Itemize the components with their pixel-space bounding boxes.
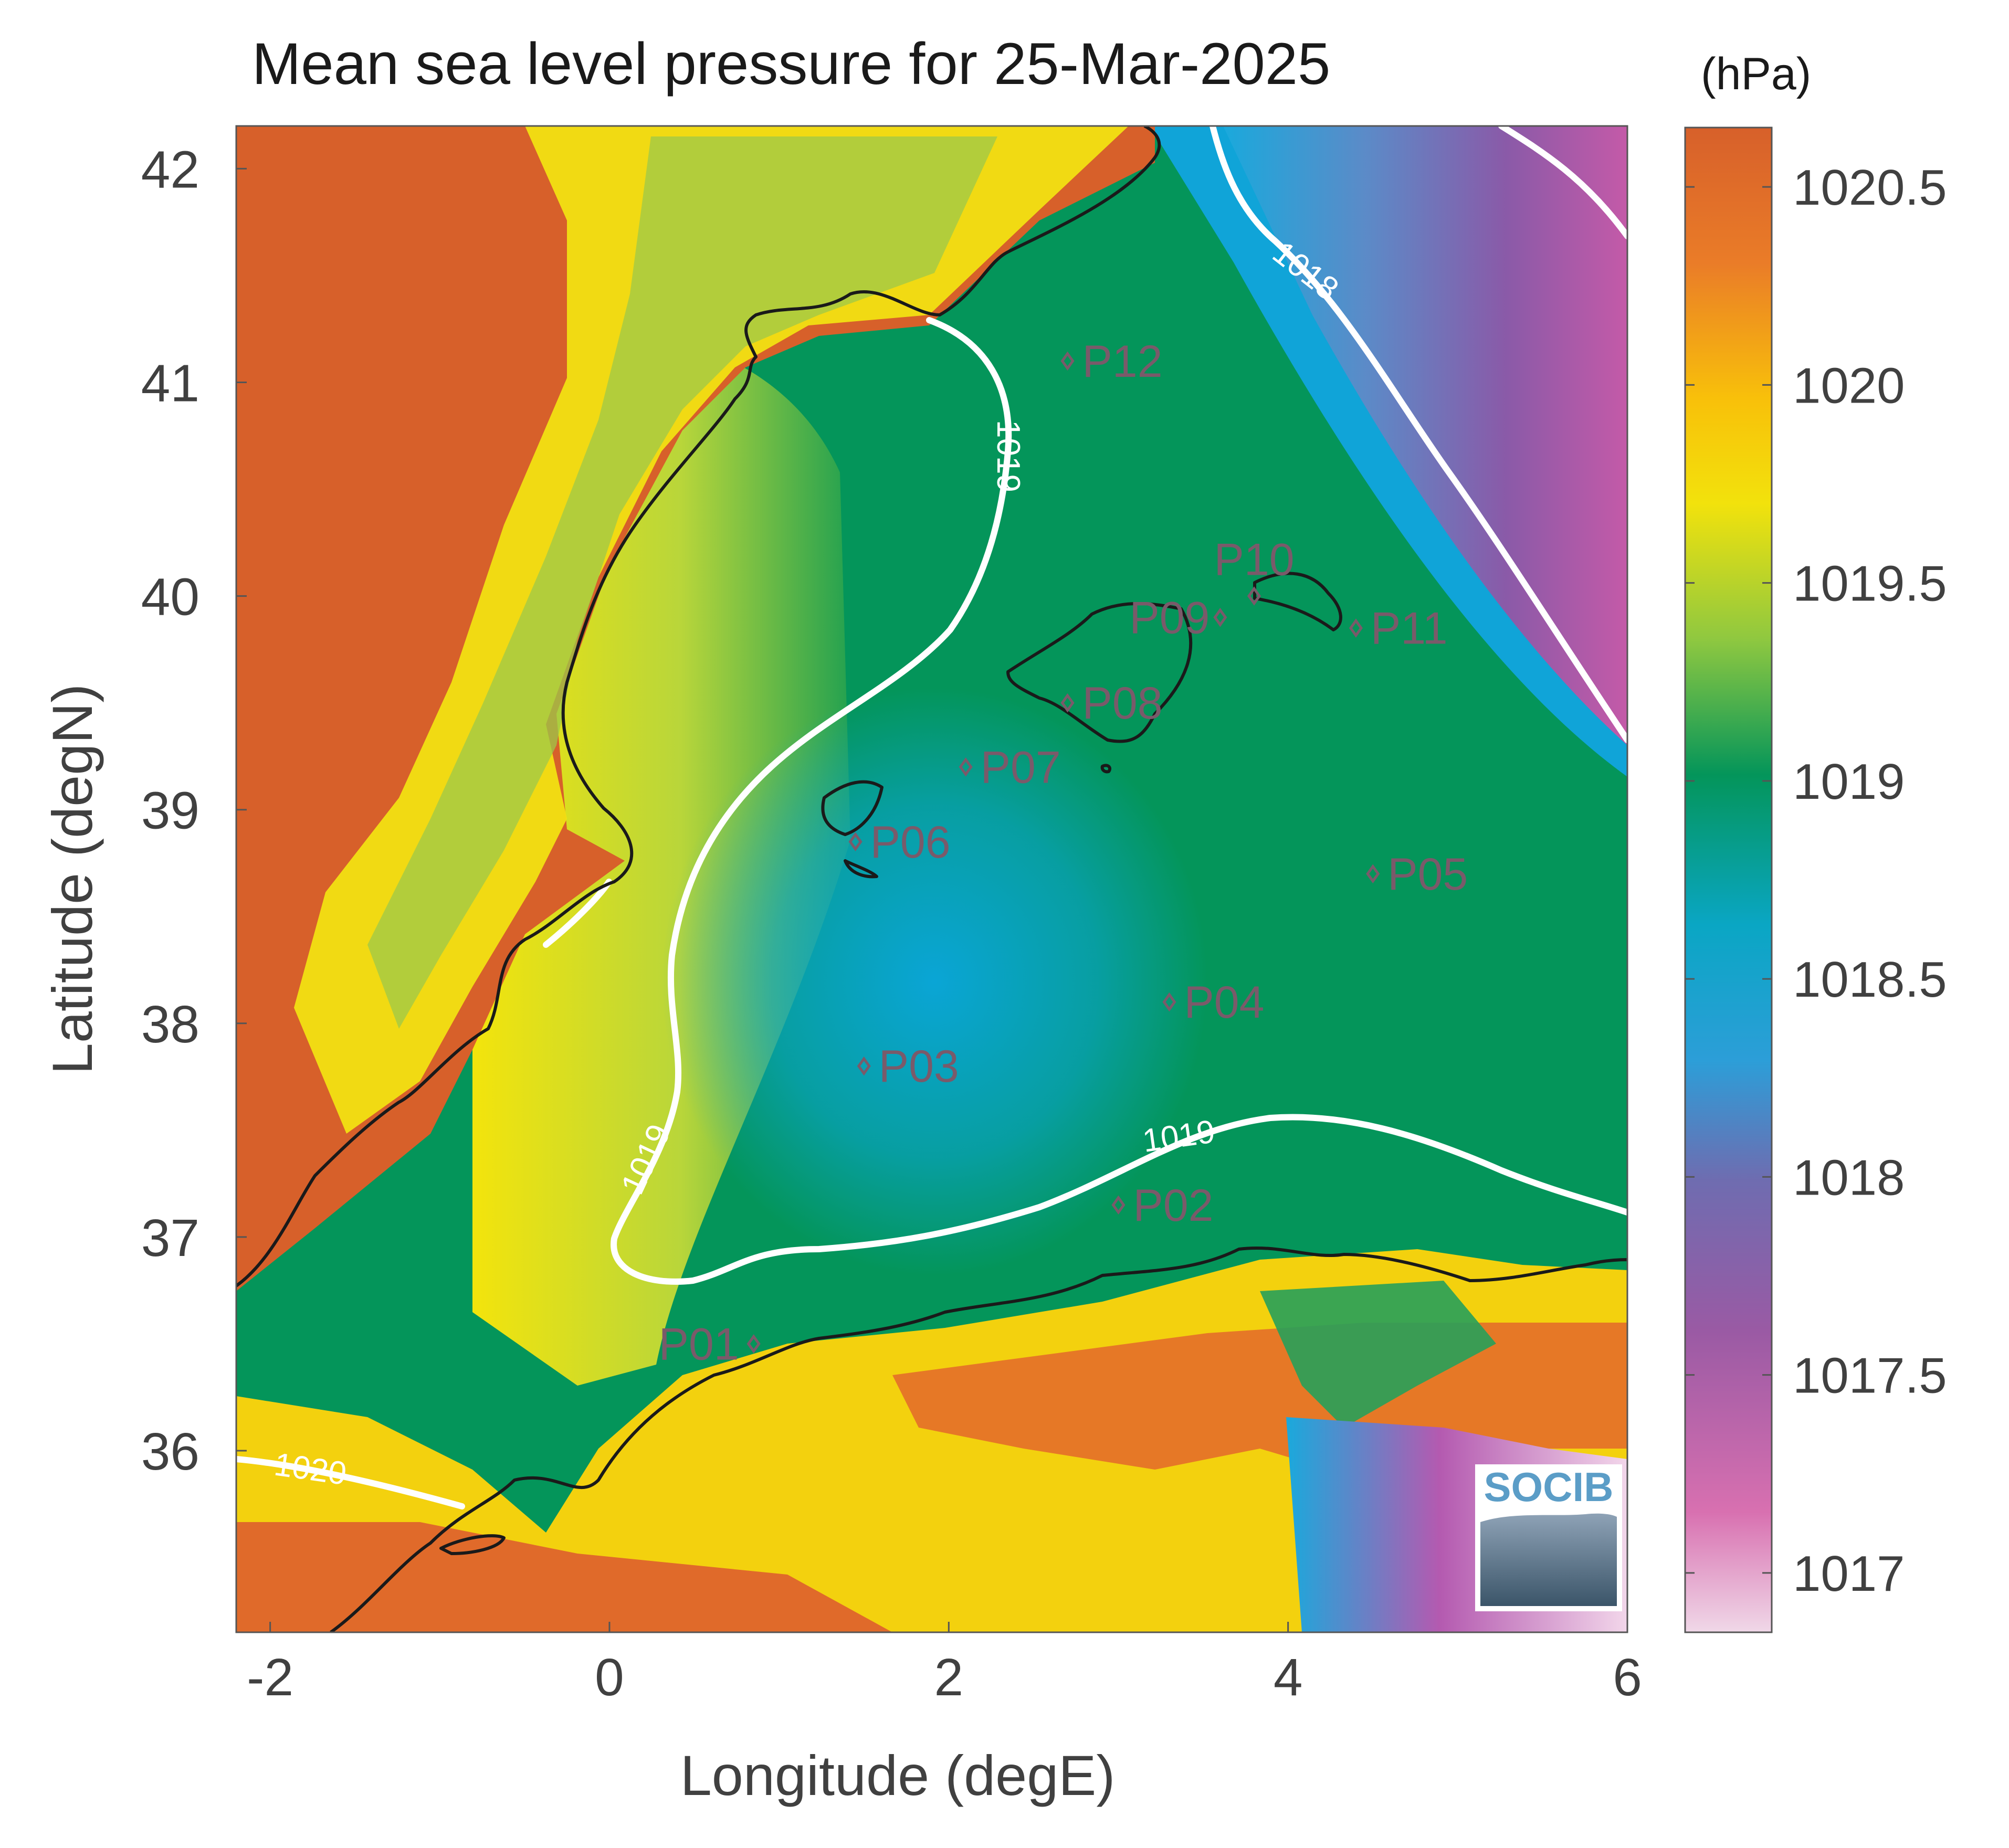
x-tick-label: -2	[247, 1648, 293, 1707]
colorbar-tick-label: 1017.5	[1793, 1348, 1947, 1404]
y-tick-label: 37	[141, 1209, 199, 1268]
socib-logo-wave	[1480, 1513, 1617, 1606]
colorbar-tick-label: 1020	[1793, 357, 1905, 414]
isobar-1020	[236, 1456, 465, 1509]
spain-coastal-strip	[294, 126, 1129, 1134]
station-label-p08: P08	[1082, 678, 1163, 728]
station-label-p11: P11	[1371, 604, 1448, 654]
colorbar-tick-label: 1018.5	[1793, 952, 1947, 1008]
colorbar-gradient	[1684, 126, 1773, 1633]
contour-label-1019-north: 1019	[990, 420, 1026, 492]
colorbar-tick-label: 1019	[1793, 754, 1905, 810]
menorca-coastline	[1253, 572, 1342, 631]
y-tick-label: 36	[141, 1422, 199, 1481]
y-tick-label: 38	[141, 995, 199, 1054]
station-marker-p12	[1060, 351, 1075, 371]
isobar-contours	[236, 126, 1627, 1509]
station-marker-p08	[1060, 693, 1075, 713]
alboran-island	[439, 1534, 506, 1555]
socib-logo: SOCIB	[1475, 1464, 1622, 1611]
x-tick-label: 4	[1274, 1648, 1303, 1707]
colorbar: (hPa) 1017 1017.5 1018 1018.5 1019 1019.5 1020…	[1684, 49, 1947, 1633]
station-marker-p06	[848, 832, 862, 852]
y-axis-ticks: 36 37 38 39 40 41 42	[141, 140, 247, 1481]
colorbar-tick-label: 1018	[1793, 1149, 1905, 1206]
isobar-1018-northeast	[1498, 126, 1627, 239]
station-marker-p07	[959, 757, 973, 777]
chart-title: Mean sea level pressure for 25-Mar-2025	[252, 31, 1330, 97]
station-marker-p05	[1366, 864, 1380, 884]
ibiza-coastline	[821, 780, 883, 836]
colorbar-tick-label: 1020.5	[1793, 160, 1947, 216]
cabrera-island	[1100, 764, 1112, 774]
isobar-1019-west	[611, 317, 1627, 1285]
africa-lowland-orange	[236, 1522, 892, 1632]
station-label-p10: P10	[1214, 535, 1295, 585]
y-tick-label: 41	[141, 354, 199, 413]
x-axis-label: Longitude (degE)	[680, 1744, 1116, 1807]
station-label-p02: P02	[1133, 1180, 1213, 1231]
station-marker-p04	[1162, 992, 1176, 1012]
coastlines	[236, 126, 1627, 1632]
x-axis-ticks: -2 0 2 4 6	[247, 1622, 1642, 1707]
colorbar-tick-label: 1019.5	[1793, 556, 1947, 612]
station-label-p04: P04	[1184, 977, 1264, 1028]
station-label-p03: P03	[879, 1041, 959, 1092]
station-marker-p09	[1213, 608, 1227, 627]
colorbar-tick-label: 1017	[1793, 1546, 1905, 1602]
x-tick-label: 6	[1613, 1648, 1642, 1707]
spain-land-fill	[236, 126, 1155, 1291]
station-label-p07: P07	[981, 742, 1061, 793]
mallorca-coastline	[1006, 602, 1193, 743]
x-tick-label: 2	[934, 1648, 964, 1707]
central-low-core	[661, 688, 1207, 1275]
y-tick-label: 42	[141, 140, 199, 199]
colorbar-ticks: 1017 1017.5 1018 1018.5 1019 1019.5 1020 1020.5	[1685, 160, 1947, 1602]
y-axis-label: Latitude (degN)	[40, 684, 104, 1074]
spain-coastal-green	[367, 136, 997, 1029]
spain-coastline	[236, 126, 1161, 1287]
map-plot-area	[236, 126, 1627, 1632]
station-marker-p11	[1349, 618, 1363, 638]
colorbar-unit-label: (hPa)	[1701, 49, 1811, 99]
plot-frame	[235, 125, 1628, 1633]
station-label-p12: P12	[1082, 336, 1163, 387]
station-marker-p02	[1111, 1195, 1126, 1215]
africa-coastline	[330, 1246, 1627, 1632]
x-tick-label: 0	[595, 1648, 624, 1707]
station-label-p01: P01	[659, 1319, 739, 1369]
y-tick-label: 39	[141, 782, 199, 840]
station-label-p09: P09	[1129, 593, 1209, 643]
station-marker-p10	[1247, 586, 1261, 606]
station-label-p05: P05	[1387, 849, 1468, 900]
y-tick-label: 40	[141, 568, 199, 627]
formentera-coastline	[844, 859, 878, 879]
isobar-1018-west	[1209, 126, 1627, 743]
station-marker-p01	[746, 1334, 761, 1354]
station-marker-p03	[857, 1056, 871, 1076]
isobar-1019-island	[543, 879, 612, 948]
africa-green-relief	[1260, 1281, 1496, 1428]
station-label-p06: P06	[870, 817, 951, 868]
socib-logo-text: SOCIB	[1484, 1464, 1613, 1510]
